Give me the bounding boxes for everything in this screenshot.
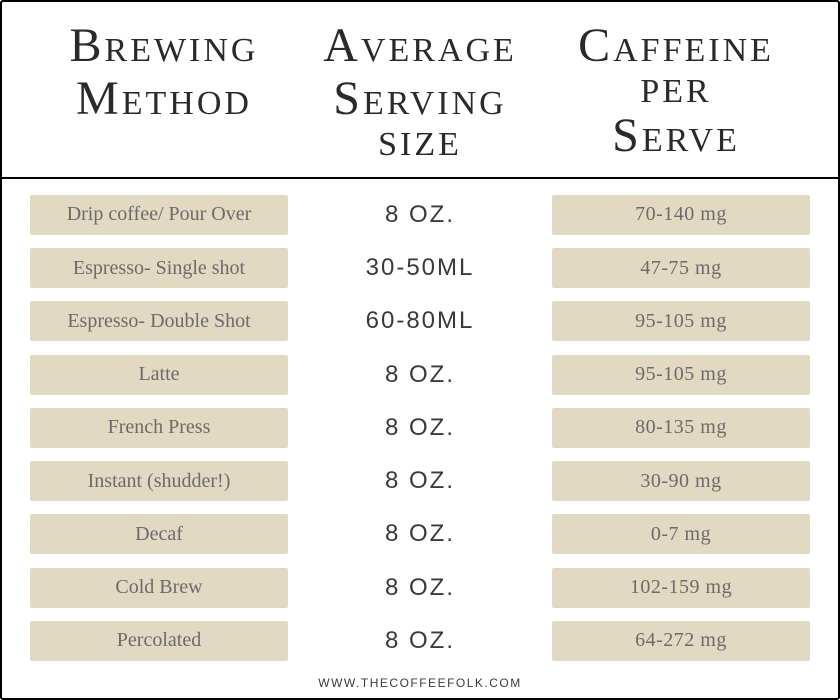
header-brewing-method: BREWING METHOD	[36, 20, 292, 163]
serving-cell: 8 OZ.	[306, 621, 534, 661]
table-frame: BREWING METHOD AVERAGE SERVING SIZE CAFF…	[0, 0, 840, 700]
header-serving-size: AVERAGE SERVING SIZE	[292, 20, 548, 163]
table-row: Decaf 8 OZ. 0-7 mg	[30, 512, 810, 556]
serving-cell: 30-50ML	[306, 248, 534, 288]
header-row: BREWING METHOD AVERAGE SERVING SIZE CAFF…	[30, 20, 810, 163]
method-cell: Decaf	[30, 514, 288, 554]
caffeine-cell: 64-272 mg	[552, 621, 810, 661]
caffeine-cell: 102-159 mg	[552, 568, 810, 608]
method-cell: Drip coffee/ Pour Over	[30, 195, 288, 235]
header-divider	[2, 177, 838, 179]
method-cell: French Press	[30, 408, 288, 448]
table-row: Drip coffee/ Pour Over 8 OZ. 70-140 mg	[30, 193, 810, 237]
serving-cell: 8 OZ.	[306, 568, 534, 608]
serving-cell: 8 OZ.	[306, 408, 534, 448]
caffeine-cell: 47-75 mg	[552, 248, 810, 288]
serving-cell: 60-80ML	[306, 301, 534, 341]
serving-cell: 8 OZ.	[306, 355, 534, 395]
serving-cell: 8 OZ.	[306, 514, 534, 554]
header-caffeine: CAFFEINE PER SERVE	[548, 20, 804, 163]
table-row: Espresso- Single shot 30-50ML 47-75 mg	[30, 246, 810, 290]
caffeine-cell: 95-105 mg	[552, 355, 810, 395]
table-body: Drip coffee/ Pour Over 8 OZ. 70-140 mg E…	[30, 193, 810, 690]
caffeine-cell: 70-140 mg	[552, 195, 810, 235]
method-cell: Percolated	[30, 621, 288, 661]
method-cell: Latte	[30, 355, 288, 395]
table-row: Espresso- Double Shot 60-80ML 95-105 mg	[30, 299, 810, 343]
caffeine-cell: 95-105 mg	[552, 301, 810, 341]
method-cell: Espresso- Single shot	[30, 248, 288, 288]
caffeine-cell: 80-135 mg	[552, 408, 810, 448]
table-row: Instant (shudder!) 8 OZ. 30-90 mg	[30, 459, 810, 503]
table-row: Latte 8 OZ. 95-105 mg	[30, 353, 810, 397]
caffeine-cell: 30-90 mg	[552, 461, 810, 501]
table-row: Percolated 8 OZ. 64-272 mg	[30, 619, 810, 663]
footer-credit: WWW.THECOFFEEFOLK.COM	[30, 672, 810, 690]
caffeine-cell: 0-7 mg	[552, 514, 810, 554]
method-cell: Cold Brew	[30, 568, 288, 608]
serving-cell: 8 OZ.	[306, 195, 534, 235]
method-cell: Espresso- Double Shot	[30, 301, 288, 341]
serving-cell: 8 OZ.	[306, 461, 534, 501]
method-cell: Instant (shudder!)	[30, 461, 288, 501]
table-row: French Press 8 OZ. 80-135 mg	[30, 406, 810, 450]
table-row: Cold Brew 8 OZ. 102-159 mg	[30, 566, 810, 610]
